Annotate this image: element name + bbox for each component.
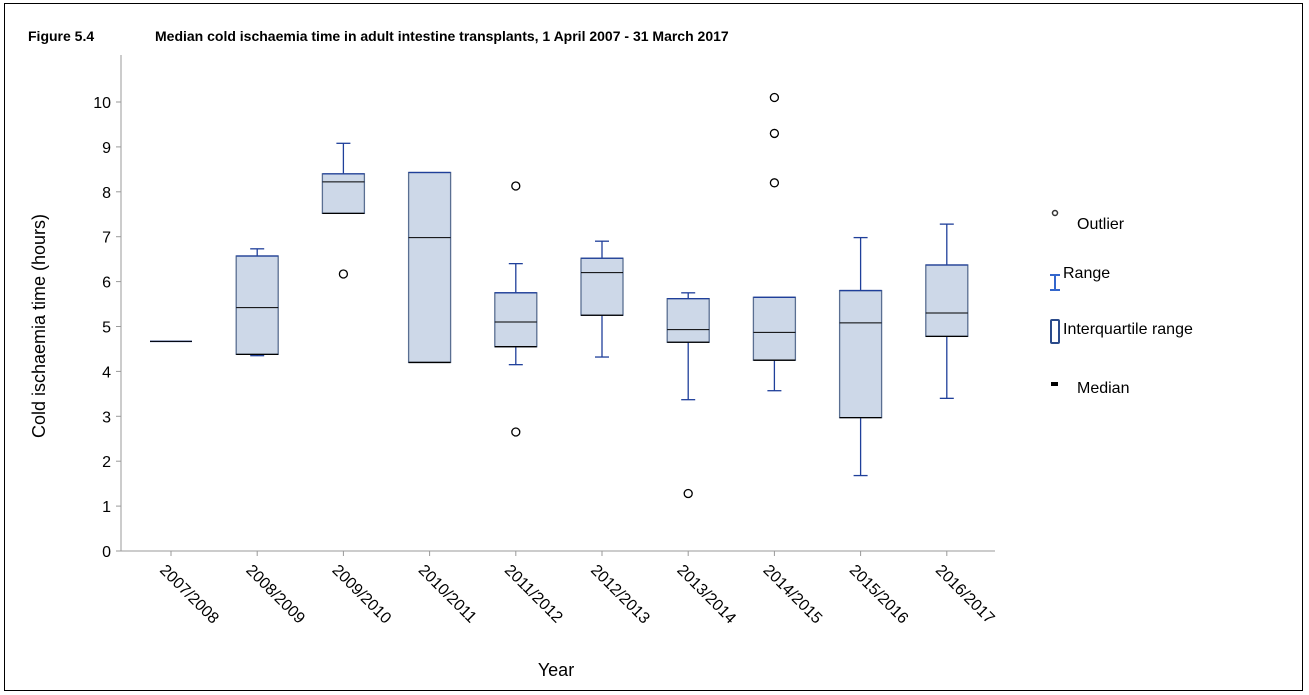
box-2009-2010 — [321, 142, 366, 279]
y-tick-label: 8 — [102, 185, 111, 202]
legend-iqr-label: Interquartile range — [1063, 321, 1193, 338]
y-tick-label: 2 — [102, 454, 111, 471]
iqr-box — [925, 264, 969, 338]
x-tick-label: 2007/2008 — [156, 562, 222, 628]
iqr-box — [494, 292, 538, 348]
box-2016-2017 — [925, 223, 969, 399]
y-tick-label: 3 — [102, 409, 111, 426]
legend-outlier-icon — [1051, 209, 1059, 217]
figure-title: Median cold ischaemia time in adult inte… — [155, 28, 729, 44]
legend-range-label: Range — [1063, 265, 1110, 282]
iqr-box — [838, 289, 883, 419]
iqr-box — [407, 171, 452, 364]
y-tick-label: 0 — [102, 544, 111, 561]
x-tick-label: 2012/2013 — [587, 562, 653, 628]
figure-label: Figure 5.4 — [28, 28, 95, 44]
box-2011-2012 — [494, 181, 538, 437]
y-tick-label: 10 — [93, 95, 111, 112]
box-2015-2016 — [838, 236, 883, 477]
outlier-point — [683, 488, 693, 499]
x-tick-label: 2011/2012 — [501, 562, 566, 627]
iqr-box — [752, 296, 797, 361]
outlier-point — [511, 181, 521, 191]
legend-outlier-label: Outlier — [1077, 216, 1125, 233]
box-2014-2015 — [752, 92, 797, 392]
y-axis-title: Cold ischaemia time (hours) — [29, 214, 49, 438]
boxes-group — [150, 92, 969, 499]
box-2010-2011 — [407, 171, 452, 364]
iqr-box — [666, 298, 710, 343]
y-tick-label: 1 — [102, 499, 111, 516]
y-tick-label: 9 — [102, 140, 111, 157]
x-tick-label: 2008/2009 — [242, 562, 308, 628]
x-tick-labels: 2007/2008 2008/2009 2009/2010 2010/2011 2011… — [156, 562, 997, 628]
legend-iqr-icon — [1050, 319, 1060, 344]
iqr-box — [235, 255, 279, 355]
figure-frame — [4, 3, 1303, 691]
x-axis-title: Year — [538, 660, 574, 680]
outlier-point — [338, 269, 349, 279]
outlier-point — [511, 427, 521, 437]
box-2013-2014 — [666, 292, 710, 499]
x-tick-label: 2013/2014 — [673, 562, 739, 628]
y-tick-label: 4 — [102, 364, 111, 381]
x-tick-label: 2010/2011 — [415, 562, 480, 627]
box-2008-2009 — [235, 248, 279, 357]
y-tick-label: 5 — [102, 320, 111, 337]
x-tick-label: 2015/2016 — [846, 562, 912, 628]
axes: 0 1 2 3 4 5 6 7 8 9 10 — [93, 55, 995, 561]
iqr-box — [321, 173, 366, 215]
x-tick-label: 2009/2010 — [329, 562, 395, 628]
iqr-box — [580, 257, 624, 316]
legend-range-icon — [1050, 274, 1060, 291]
outlier-point — [769, 92, 780, 103]
y-tick-label: 7 — [102, 230, 111, 247]
y-tick-label: 6 — [102, 275, 111, 292]
x-tick-label: 2014/2015 — [760, 562, 826, 628]
legend: Outlier Range Interquartile range Median — [1050, 209, 1193, 397]
outlier-point — [769, 128, 780, 139]
outlier-point — [769, 178, 780, 188]
x-tick-label: 2016/2017 — [932, 562, 998, 628]
legend-median-icon — [1051, 382, 1058, 386]
legend-median-label: Median — [1077, 380, 1129, 397]
box-2012-2013 — [580, 240, 624, 358]
